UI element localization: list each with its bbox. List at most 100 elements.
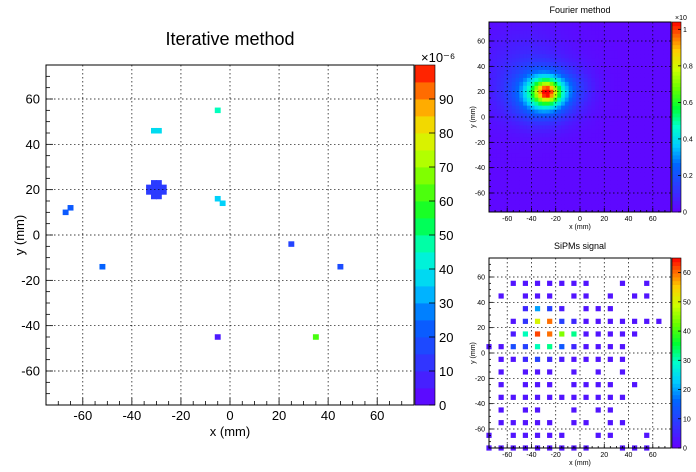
- heatmap-cell: [561, 208, 566, 213]
- sipm-cell: [534, 293, 541, 299]
- sipm-cell: [510, 344, 516, 350]
- heatmap-cell: [625, 113, 630, 118]
- heatmap-cell: [663, 128, 668, 134]
- heatmap-cell: [655, 113, 661, 118]
- heatmap-cell: [598, 117, 604, 122]
- heatmap-cell: [614, 192, 619, 197]
- heatmap-cell: [576, 172, 581, 177]
- heatmap-cell: [659, 85, 664, 90]
- heatmap-cell: [519, 172, 524, 177]
- heatmap-cell: [507, 93, 513, 98]
- heatmap-cell: [515, 140, 520, 146]
- heatmap-cell: [617, 89, 623, 94]
- heatmap-cell: [534, 132, 539, 138]
- heatmap-cell: [621, 69, 626, 74]
- heatmap-cell: [610, 200, 615, 205]
- heatmap-cell: [489, 41, 494, 47]
- heatmap-cell: [534, 37, 539, 43]
- heatmap-cell: [496, 89, 501, 94]
- heatmap-cell: [489, 180, 494, 185]
- heatmap-cell: [519, 85, 524, 90]
- heatmap-cell: [538, 200, 543, 205]
- heatmap-cell: [511, 172, 517, 177]
- heatmap-cell: [504, 109, 509, 114]
- heatmap-cell: [606, 184, 611, 189]
- heatmap-cell: [595, 105, 600, 110]
- heatmap-cell: [591, 144, 596, 150]
- heatmap-cell: [523, 22, 528, 27]
- heatmap-cell: [511, 136, 517, 142]
- sipm-cell: [547, 382, 553, 388]
- colorbar-segment: [672, 307, 681, 312]
- heatmap-cell: [617, 140, 623, 146]
- heatmap-cell: [663, 81, 668, 86]
- heatmap-cell: [519, 208, 524, 213]
- heatmap-cell: [648, 200, 653, 205]
- heatmap-cell: [595, 33, 600, 39]
- heatmap-cell: [621, 176, 626, 181]
- heatmap-cell: [598, 148, 604, 154]
- heatmap-cell: [648, 124, 653, 130]
- heatmap-cell: [659, 148, 664, 154]
- heatmap-cell: [507, 164, 513, 169]
- colorbar-segment: [672, 52, 681, 57]
- heatmap-cell: [568, 180, 573, 185]
- heatmap-cell: [576, 97, 581, 102]
- y-tick-label: 60: [477, 275, 485, 282]
- heatmap-cell: [652, 109, 657, 114]
- sipm-cell: [607, 318, 613, 324]
- heatmap-cell: [617, 69, 623, 74]
- heatmap-cell: [598, 61, 604, 67]
- heatmap-cell: [602, 37, 608, 43]
- heatmap-cell: [538, 89, 543, 94]
- heatmap-cell: [564, 208, 570, 213]
- heatmap-cell: [549, 120, 554, 126]
- heatmap-cell: [523, 93, 528, 98]
- heatmap-cell: [507, 105, 513, 110]
- heatmap-cell: [652, 117, 657, 122]
- heatmap-cell: [530, 37, 535, 43]
- heatmap-cell: [633, 168, 638, 173]
- heatmap-cell: [557, 41, 562, 47]
- heatmap-cell: [633, 69, 638, 74]
- colorbar-segment: [672, 258, 681, 263]
- heatmap-cell: [629, 77, 634, 82]
- colorbar-tick-label: 0: [683, 210, 687, 217]
- heatmap-cell: [515, 132, 520, 138]
- heatmap-cell: [629, 120, 634, 126]
- heatmap-cell: [580, 117, 585, 122]
- heatmap-cell: [663, 101, 668, 106]
- heatmap-cell: [614, 73, 619, 78]
- heatmap-cell: [549, 124, 554, 130]
- colorbar-segment: [672, 383, 681, 388]
- heatmap-cell: [659, 61, 664, 67]
- heatmap-cell: [667, 49, 672, 55]
- sipm-cell: [583, 356, 589, 362]
- heatmap-cell: [538, 152, 543, 158]
- heatmap-cell: [644, 184, 649, 189]
- colorbar-segment: [672, 326, 681, 331]
- heatmap-cell: [534, 33, 539, 39]
- heatmap-cell: [538, 53, 543, 59]
- heatmap-cell: [530, 188, 535, 193]
- heatmap-cell: [557, 117, 562, 122]
- sipm-cell: [547, 432, 553, 438]
- heatmap-cell: [519, 124, 524, 130]
- heatmap-cell: [572, 208, 577, 213]
- heatmap-cell: [507, 188, 513, 193]
- heatmap-cell: [526, 160, 532, 165]
- heatmap-cell: [557, 109, 562, 114]
- heatmap-cell: [580, 188, 585, 193]
- heatmap-cell: [523, 124, 528, 130]
- heatmap-cell: [633, 132, 638, 138]
- heatmap-cell: [595, 65, 600, 70]
- heatmap-cell: [538, 33, 543, 39]
- heatmap-cell: [614, 172, 619, 177]
- heatmap-cell: [617, 85, 623, 90]
- heatmap-cell: [648, 140, 653, 146]
- heatmap-cell: [496, 53, 501, 59]
- heatmap-cell: [583, 176, 589, 181]
- sipm-cell: [607, 432, 613, 438]
- heatmap-cell: [561, 25, 566, 31]
- heatmap-cell: [655, 41, 661, 47]
